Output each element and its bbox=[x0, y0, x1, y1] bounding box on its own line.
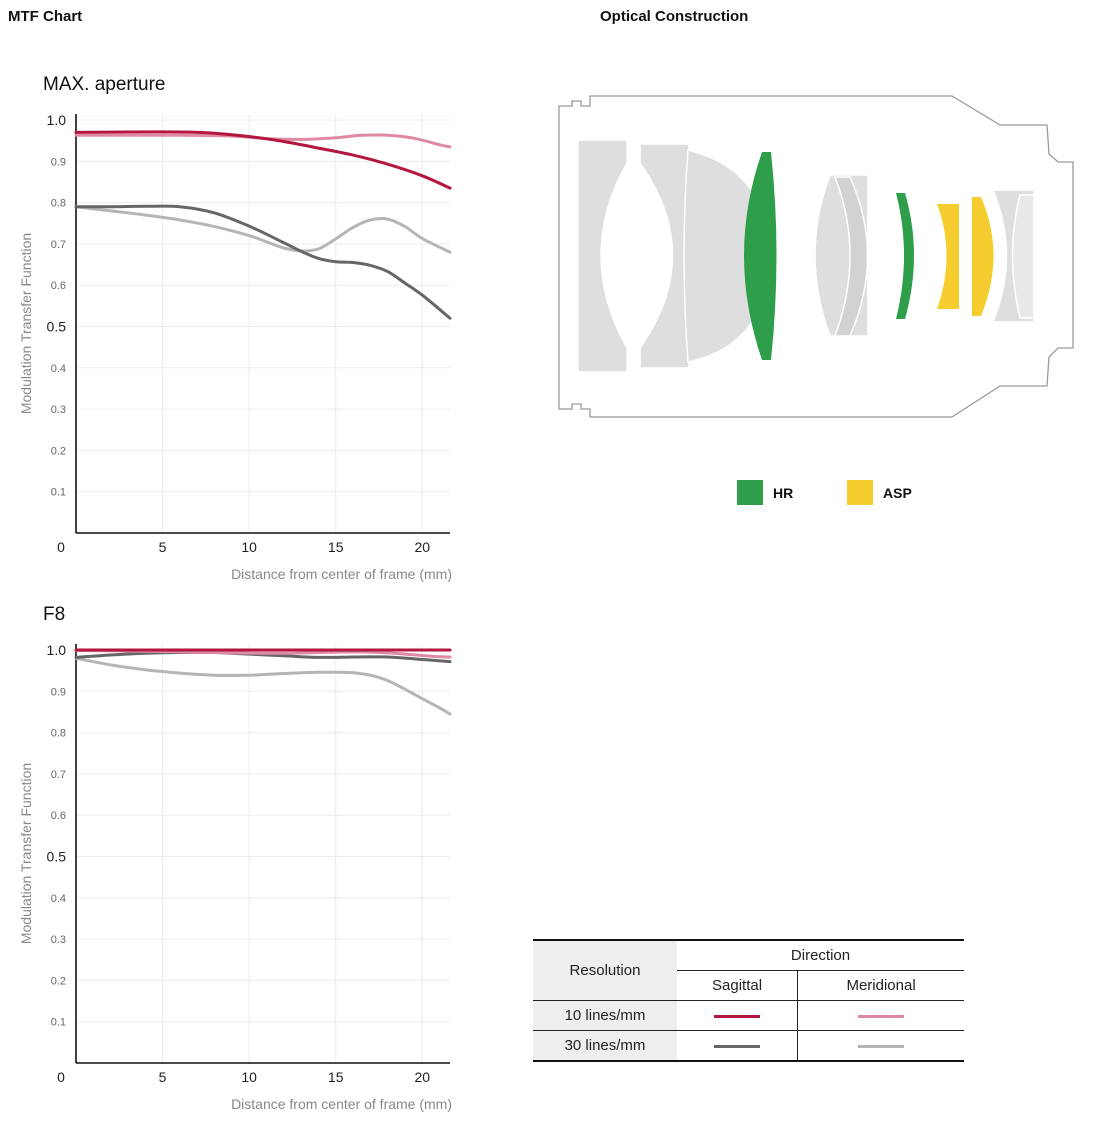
sagittal-header: Sagittal bbox=[677, 970, 798, 1001]
hr-lens-element-2 bbox=[896, 193, 914, 319]
y-axis-label: Modulation Transfer Function bbox=[18, 763, 34, 944]
y-tick-label: 0.2 bbox=[51, 445, 66, 457]
lens-element-3 bbox=[683, 149, 769, 363]
x-tick-label: 10 bbox=[241, 539, 257, 555]
asp-lens-element-2 bbox=[972, 197, 994, 316]
series-line-meridional-10 bbox=[74, 133, 452, 149]
x-tick-label: 15 bbox=[328, 1069, 344, 1085]
x-tick-label: 15 bbox=[328, 539, 344, 555]
lens-element-1 bbox=[577, 139, 628, 373]
legend-asp-label: ASP bbox=[883, 484, 912, 501]
meridional-10-cell bbox=[797, 1000, 964, 1031]
y-tick-label: 0.6 bbox=[51, 280, 66, 292]
x-tick-label: 0 bbox=[57, 1069, 65, 1085]
series-line-sagittal-30 bbox=[74, 650, 452, 664]
x-tick-label: 20 bbox=[415, 539, 431, 555]
series-line-sagittal-10 bbox=[74, 130, 452, 190]
sagittal-10-cell bbox=[677, 1000, 798, 1031]
y-tick-label: 0.4 bbox=[51, 893, 66, 905]
row-label-30lines: 30 lines/mm bbox=[533, 1030, 677, 1062]
row-label-10lines: 10 lines/mm bbox=[533, 1000, 677, 1031]
chart-heading-f8: F8 bbox=[43, 604, 66, 625]
y-tick-label: 0.5 bbox=[47, 319, 67, 335]
asp-lens-element-1 bbox=[937, 204, 959, 309]
y-tick-label: 0.3 bbox=[51, 404, 66, 416]
optical-construction-title: Optical Construction bbox=[600, 8, 749, 25]
mtf-plot-max-aperture: 0.1 0.2 0.3 0.4 0.5 0.6 0.7 0.8 0.9 1.0 0 5 10 15 20 Di… bbox=[18, 112, 452, 582]
y-tick-label: 1.0 bbox=[47, 642, 67, 658]
lens-element-7 bbox=[1011, 194, 1035, 319]
series-line-sagittal-30 bbox=[74, 204, 452, 320]
chart-heading-max-aperture: MAX. aperture bbox=[43, 74, 166, 95]
legend-hr-label: HR bbox=[773, 484, 794, 501]
meridional-30-swatch bbox=[858, 1044, 905, 1048]
mtf-chart-max-aperture: MAX. aperture 0.1 0.2 0.3 0.4 0.5 0.6 0.7 0.8 0.… bbox=[0, 60, 470, 600]
mtf-chart-f8: F8 0.1 0.2 0.3 0.4 0.5 0.6 0.7 0.8 0.9 1.0 0 5 10 15 2… bbox=[0, 590, 470, 1130]
y-tick-label: 0.3 bbox=[51, 934, 66, 946]
mtf-legend-table: Resolution Direction Sagittal Meridional… bbox=[533, 939, 964, 1062]
optical-construction-diagram bbox=[558, 95, 1074, 418]
mtf-chart-title: MTF Chart bbox=[8, 8, 83, 25]
hr-lens-element-1 bbox=[744, 152, 777, 360]
series-line-meridional-30 bbox=[74, 205, 452, 254]
y-tick-label: 0.8 bbox=[51, 728, 66, 740]
sagittal-30-cell bbox=[677, 1030, 798, 1062]
y-tick-label: 0.7 bbox=[51, 769, 66, 781]
meridional-10-swatch bbox=[858, 1014, 905, 1018]
x-axis-label: Distance from center of frame (mm) bbox=[231, 1096, 452, 1112]
mtf-plot-f8: 0.1 0.2 0.3 0.4 0.5 0.6 0.7 0.8 0.9 1.0 0 5 10 15 20 Di… bbox=[18, 642, 452, 1112]
y-tick-label: 1.0 bbox=[47, 112, 67, 128]
y-tick-label: 0.9 bbox=[51, 156, 66, 168]
sagittal-30-swatch bbox=[714, 1044, 761, 1048]
x-tick-label: 5 bbox=[159, 1069, 167, 1085]
y-tick-label: 0.1 bbox=[51, 1017, 66, 1029]
y-tick-label: 0.8 bbox=[51, 198, 66, 210]
lens-barrel-outline bbox=[558, 95, 1074, 418]
x-tick-label: 5 bbox=[159, 539, 167, 555]
resolution-header: Resolution bbox=[533, 939, 677, 1001]
direction-header: Direction bbox=[677, 939, 964, 971]
y-tick-label: 0.9 bbox=[51, 686, 66, 698]
x-axis-label: Distance from center of frame (mm) bbox=[231, 566, 452, 582]
legend-hr: HR bbox=[737, 480, 793, 505]
lens-element-2 bbox=[639, 143, 690, 369]
y-tick-label: 0.2 bbox=[51, 975, 66, 987]
y-tick-label: 0.1 bbox=[51, 487, 66, 499]
sagittal-10-swatch bbox=[714, 1014, 761, 1018]
meridional-30-cell bbox=[797, 1030, 964, 1062]
x-tick-label: 0 bbox=[57, 539, 65, 555]
x-tick-label: 10 bbox=[241, 1069, 257, 1085]
y-tick-label: 0.4 bbox=[51, 363, 66, 375]
y-tick-label: 0.6 bbox=[51, 810, 66, 822]
y-axis-label: Modulation Transfer Function bbox=[18, 233, 34, 414]
x-tick-label: 20 bbox=[415, 1069, 431, 1085]
series-line-meridional-30 bbox=[74, 656, 452, 716]
y-tick-label: 0.7 bbox=[51, 239, 66, 251]
legend-asp: ASP bbox=[847, 480, 912, 505]
asp-swatch bbox=[847, 480, 873, 505]
lens-element-5 bbox=[833, 176, 869, 337]
meridional-header: Meridional bbox=[797, 970, 964, 1001]
hr-swatch bbox=[737, 480, 763, 505]
y-tick-label: 0.5 bbox=[47, 849, 67, 865]
